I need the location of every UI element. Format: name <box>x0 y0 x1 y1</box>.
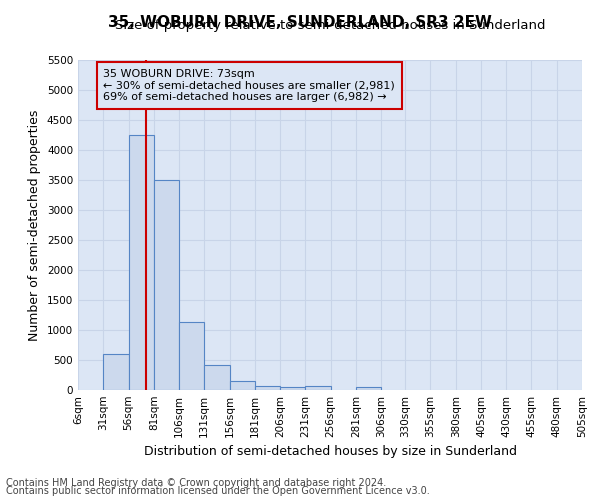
Bar <box>305 386 331 390</box>
Bar <box>204 365 230 390</box>
Text: Contains public sector information licensed under the Open Government Licence v3: Contains public sector information licen… <box>6 486 430 496</box>
Y-axis label: Number of semi-detached properties: Number of semi-detached properties <box>28 110 41 340</box>
Bar <box>103 354 128 390</box>
Bar <box>154 180 179 390</box>
Bar <box>230 381 255 390</box>
Bar <box>128 135 154 390</box>
Bar <box>280 386 305 390</box>
Text: Contains HM Land Registry data © Crown copyright and database right 2024.: Contains HM Land Registry data © Crown c… <box>6 478 386 488</box>
Text: 35 WOBURN DRIVE: 73sqm
← 30% of semi-detached houses are smaller (2,981)
69% of : 35 WOBURN DRIVE: 73sqm ← 30% of semi-det… <box>103 69 395 102</box>
Title: Size of property relative to semi-detached houses in Sunderland: Size of property relative to semi-detach… <box>115 20 545 32</box>
X-axis label: Distribution of semi-detached houses by size in Sunderland: Distribution of semi-detached houses by … <box>143 446 517 458</box>
Text: 35, WOBURN DRIVE, SUNDERLAND, SR3 2EW: 35, WOBURN DRIVE, SUNDERLAND, SR3 2EW <box>108 15 492 30</box>
Bar <box>255 386 280 390</box>
Bar <box>356 386 381 390</box>
Bar <box>179 322 204 390</box>
